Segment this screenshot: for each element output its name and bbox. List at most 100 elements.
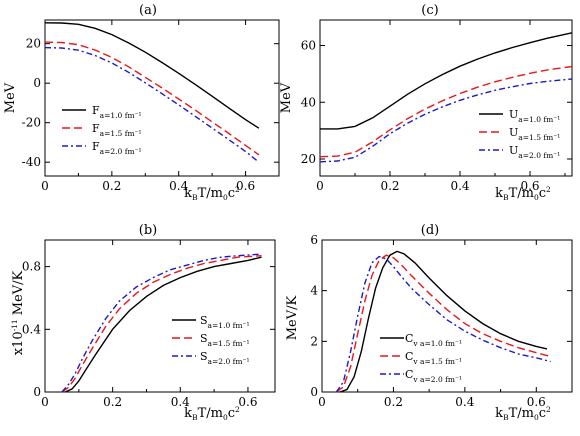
legend-entry: Ua=2.0 fm⁻¹ [509, 144, 560, 160]
series-line [44, 41, 260, 156]
legend-entry: Cv a=1.0 fm⁻¹ [405, 332, 462, 348]
y-axis-label: MeV [3, 82, 18, 113]
legend-entry: Fa=1.0 fm⁻¹ [92, 104, 142, 120]
xlabel-k: k [184, 406, 192, 421]
legend: Cv a=1.0 fm⁻¹Cv a=1.5 fm⁻¹Cv a=2.0 fm⁻¹ [380, 332, 462, 384]
legend-symbol: U [509, 126, 518, 139]
xlabel-k: k [495, 186, 503, 201]
ylabel-exponent: -11 [10, 319, 19, 331]
xlabel-c: c [539, 186, 546, 201]
legend-subscript: a=1.5 fm⁻¹ [518, 133, 560, 142]
series-line [44, 22, 260, 129]
legend-entry: Fa=2.0 fm⁻¹ [92, 140, 142, 156]
legend: Ua=1.0 fm⁻¹Ua=1.5 fm⁻¹Ua=2.0 fm⁻¹ [479, 108, 560, 160]
x-tick-label: 0 [41, 395, 49, 409]
xlabel-t: T/m [509, 406, 534, 421]
legend-symbol: S [200, 314, 208, 327]
y-tick-label: -40 [22, 155, 41, 169]
xlabel-sub-0: 0 [534, 193, 539, 202]
legend-symbol: S [200, 332, 208, 345]
legend-entry: Cv a=1.5 fm⁻¹ [405, 350, 462, 366]
panel-title: (d) [421, 223, 439, 238]
x-tick-label: 0.6 [520, 179, 539, 193]
legend-subscript: v a=1.5 fm⁻¹ [412, 357, 462, 366]
legend-symbol: U [509, 144, 518, 157]
y-tick-label: 2 [310, 334, 318, 348]
legend-symbol: F [92, 122, 100, 135]
legend-symbol: C [405, 368, 413, 381]
legend-subscript: a=2.0 fm⁻¹ [100, 147, 142, 156]
legend-entry: Fa=1.5 fm⁻¹ [92, 122, 142, 138]
xlabel-c: c [539, 406, 546, 421]
ylabel-unit: MeV/K [11, 270, 26, 319]
ylabel-x10: x10 [11, 331, 26, 355]
panel-title: (a) [139, 3, 157, 18]
axes-frame [321, 239, 573, 393]
xlabel-sub-0: 0 [534, 413, 539, 422]
series-line [335, 255, 551, 393]
series-line [320, 32, 573, 130]
axes-frame [44, 239, 276, 393]
legend-subscript: v a=2.0 fm⁻¹ [412, 375, 462, 384]
xlabel-sub-b: B [503, 193, 509, 202]
y-axis-label: MeV/K [285, 295, 300, 340]
xlabel-sup-2: 2 [235, 405, 240, 414]
xlabel-c: c [228, 406, 235, 421]
legend-symbol: C [405, 332, 413, 345]
xlabel-t: T/m [198, 406, 223, 421]
xlabel-c: c [228, 186, 235, 201]
legend-subscript: a=1.0 fm⁻¹ [208, 321, 250, 330]
xlabel-sub-0: 0 [223, 413, 228, 422]
legend-symbol: U [509, 108, 518, 121]
x-tick-label: 0.2 [384, 395, 403, 409]
y-tick-label: 40 [301, 95, 316, 109]
xlabel-sup-2: 2 [235, 185, 240, 194]
y-tick-label: 4 [310, 284, 318, 298]
x-axis-label: kBT/m0c2 [184, 405, 240, 422]
legend-subscript: a=1.5 fm⁻¹ [208, 339, 250, 348]
x-axis-label: kBT/m0c2 [184, 185, 240, 202]
legend-symbol: F [92, 140, 100, 153]
x-tick-label: 0 [316, 179, 324, 193]
series-line [335, 254, 551, 393]
x-tick-label: 0.2 [103, 395, 122, 409]
series-line [65, 256, 262, 393]
y-tick-label: 0 [310, 385, 318, 399]
x-axis-label: kBT/m0c2 [495, 185, 551, 202]
legend-subscript: a=1.0 fm⁻¹ [518, 115, 560, 124]
xlabel-sub-0: 0 [223, 193, 228, 202]
series-line [44, 46, 260, 163]
xlabel-sub-b: B [192, 413, 198, 422]
legend-symbol: F [92, 104, 100, 117]
xlabel-sub-b: B [192, 193, 198, 202]
x-tick-label: 0.2 [380, 179, 399, 193]
x-tick-label: 0.4 [171, 395, 190, 409]
legend: Fa=1.0 fm⁻¹Fa=1.5 fm⁻¹Fa=2.0 fm⁻¹ [62, 104, 142, 156]
legend-symbol: C [405, 350, 413, 363]
xlabel-sub-b: B [503, 413, 509, 422]
xlabel-k: k [495, 406, 503, 421]
legend-entry: Sa=1.0 fm⁻¹ [200, 314, 249, 330]
legend-entry: Sa=2.0 fm⁻¹ [200, 350, 249, 366]
series-line [319, 78, 573, 163]
legend-subscript: a=1.0 fm⁻¹ [100, 111, 142, 120]
legend-entry: Sa=1.5 fm⁻¹ [200, 332, 249, 348]
axes-frame [44, 19, 280, 177]
legend-subscript: v a=1.0 fm⁻¹ [412, 339, 462, 348]
x-tick-label: 0.4 [455, 395, 474, 409]
y-tick-label: 20 [301, 152, 316, 166]
xlabel-t: T/m [509, 186, 534, 201]
y-tick-label: 6 [310, 233, 318, 247]
xlabel-t: T/m [198, 186, 223, 201]
legend-entry: Ua=1.0 fm⁻¹ [509, 108, 560, 124]
legend-entry: Ua=1.5 fm⁻¹ [509, 126, 560, 142]
y-axis-label: MeV [279, 82, 294, 113]
panel-title: (b) [139, 223, 157, 238]
x-tick-label: 0.4 [169, 179, 188, 193]
legend-subscript: a=2.0 fm⁻¹ [518, 151, 560, 160]
y-tick-label: 0.4 [22, 322, 41, 336]
x-tick-label: 0 [41, 179, 49, 193]
